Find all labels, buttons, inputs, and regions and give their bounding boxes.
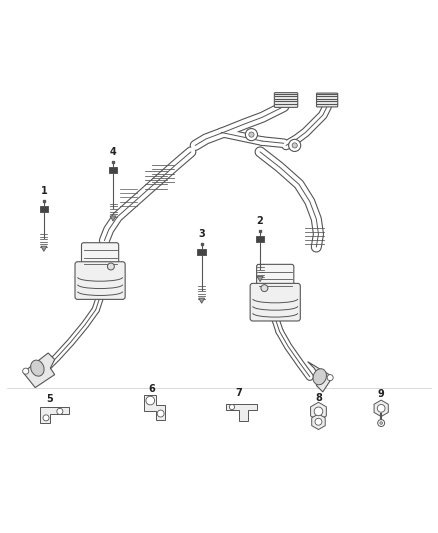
Polygon shape [226,404,257,421]
Bar [109,167,117,173]
FancyBboxPatch shape [257,264,294,293]
FancyBboxPatch shape [250,284,300,321]
Circle shape [57,408,63,414]
Circle shape [249,132,254,137]
Text: 6: 6 [148,384,155,394]
Circle shape [327,375,333,381]
Text: 4: 4 [110,147,117,157]
Polygon shape [144,395,165,420]
Text: 3: 3 [198,229,205,239]
Polygon shape [41,246,47,252]
Bar [256,236,265,242]
Circle shape [261,285,268,292]
Polygon shape [39,407,68,424]
Text: 9: 9 [378,389,385,399]
Circle shape [23,368,29,374]
Polygon shape [23,353,55,387]
FancyBboxPatch shape [317,93,338,107]
Polygon shape [199,298,205,303]
Circle shape [157,410,164,417]
Polygon shape [307,361,333,392]
Circle shape [107,263,114,270]
Circle shape [43,415,49,421]
Circle shape [289,139,301,151]
Circle shape [378,419,385,426]
Polygon shape [257,277,263,281]
Circle shape [314,407,323,416]
Text: 1: 1 [40,186,47,196]
Circle shape [380,422,382,424]
Ellipse shape [313,369,326,385]
Bar [198,249,206,255]
Polygon shape [110,216,116,221]
FancyBboxPatch shape [75,262,125,300]
Ellipse shape [31,360,44,376]
Bar [39,206,48,212]
Circle shape [315,418,322,425]
Circle shape [377,405,385,412]
Circle shape [230,405,235,410]
Text: 7: 7 [235,389,242,398]
Text: 2: 2 [257,216,264,227]
Circle shape [245,128,258,141]
Text: 5: 5 [46,393,53,403]
Circle shape [146,396,155,405]
Circle shape [292,143,297,148]
FancyBboxPatch shape [81,243,119,271]
FancyBboxPatch shape [274,93,298,107]
Text: 8: 8 [315,393,322,403]
